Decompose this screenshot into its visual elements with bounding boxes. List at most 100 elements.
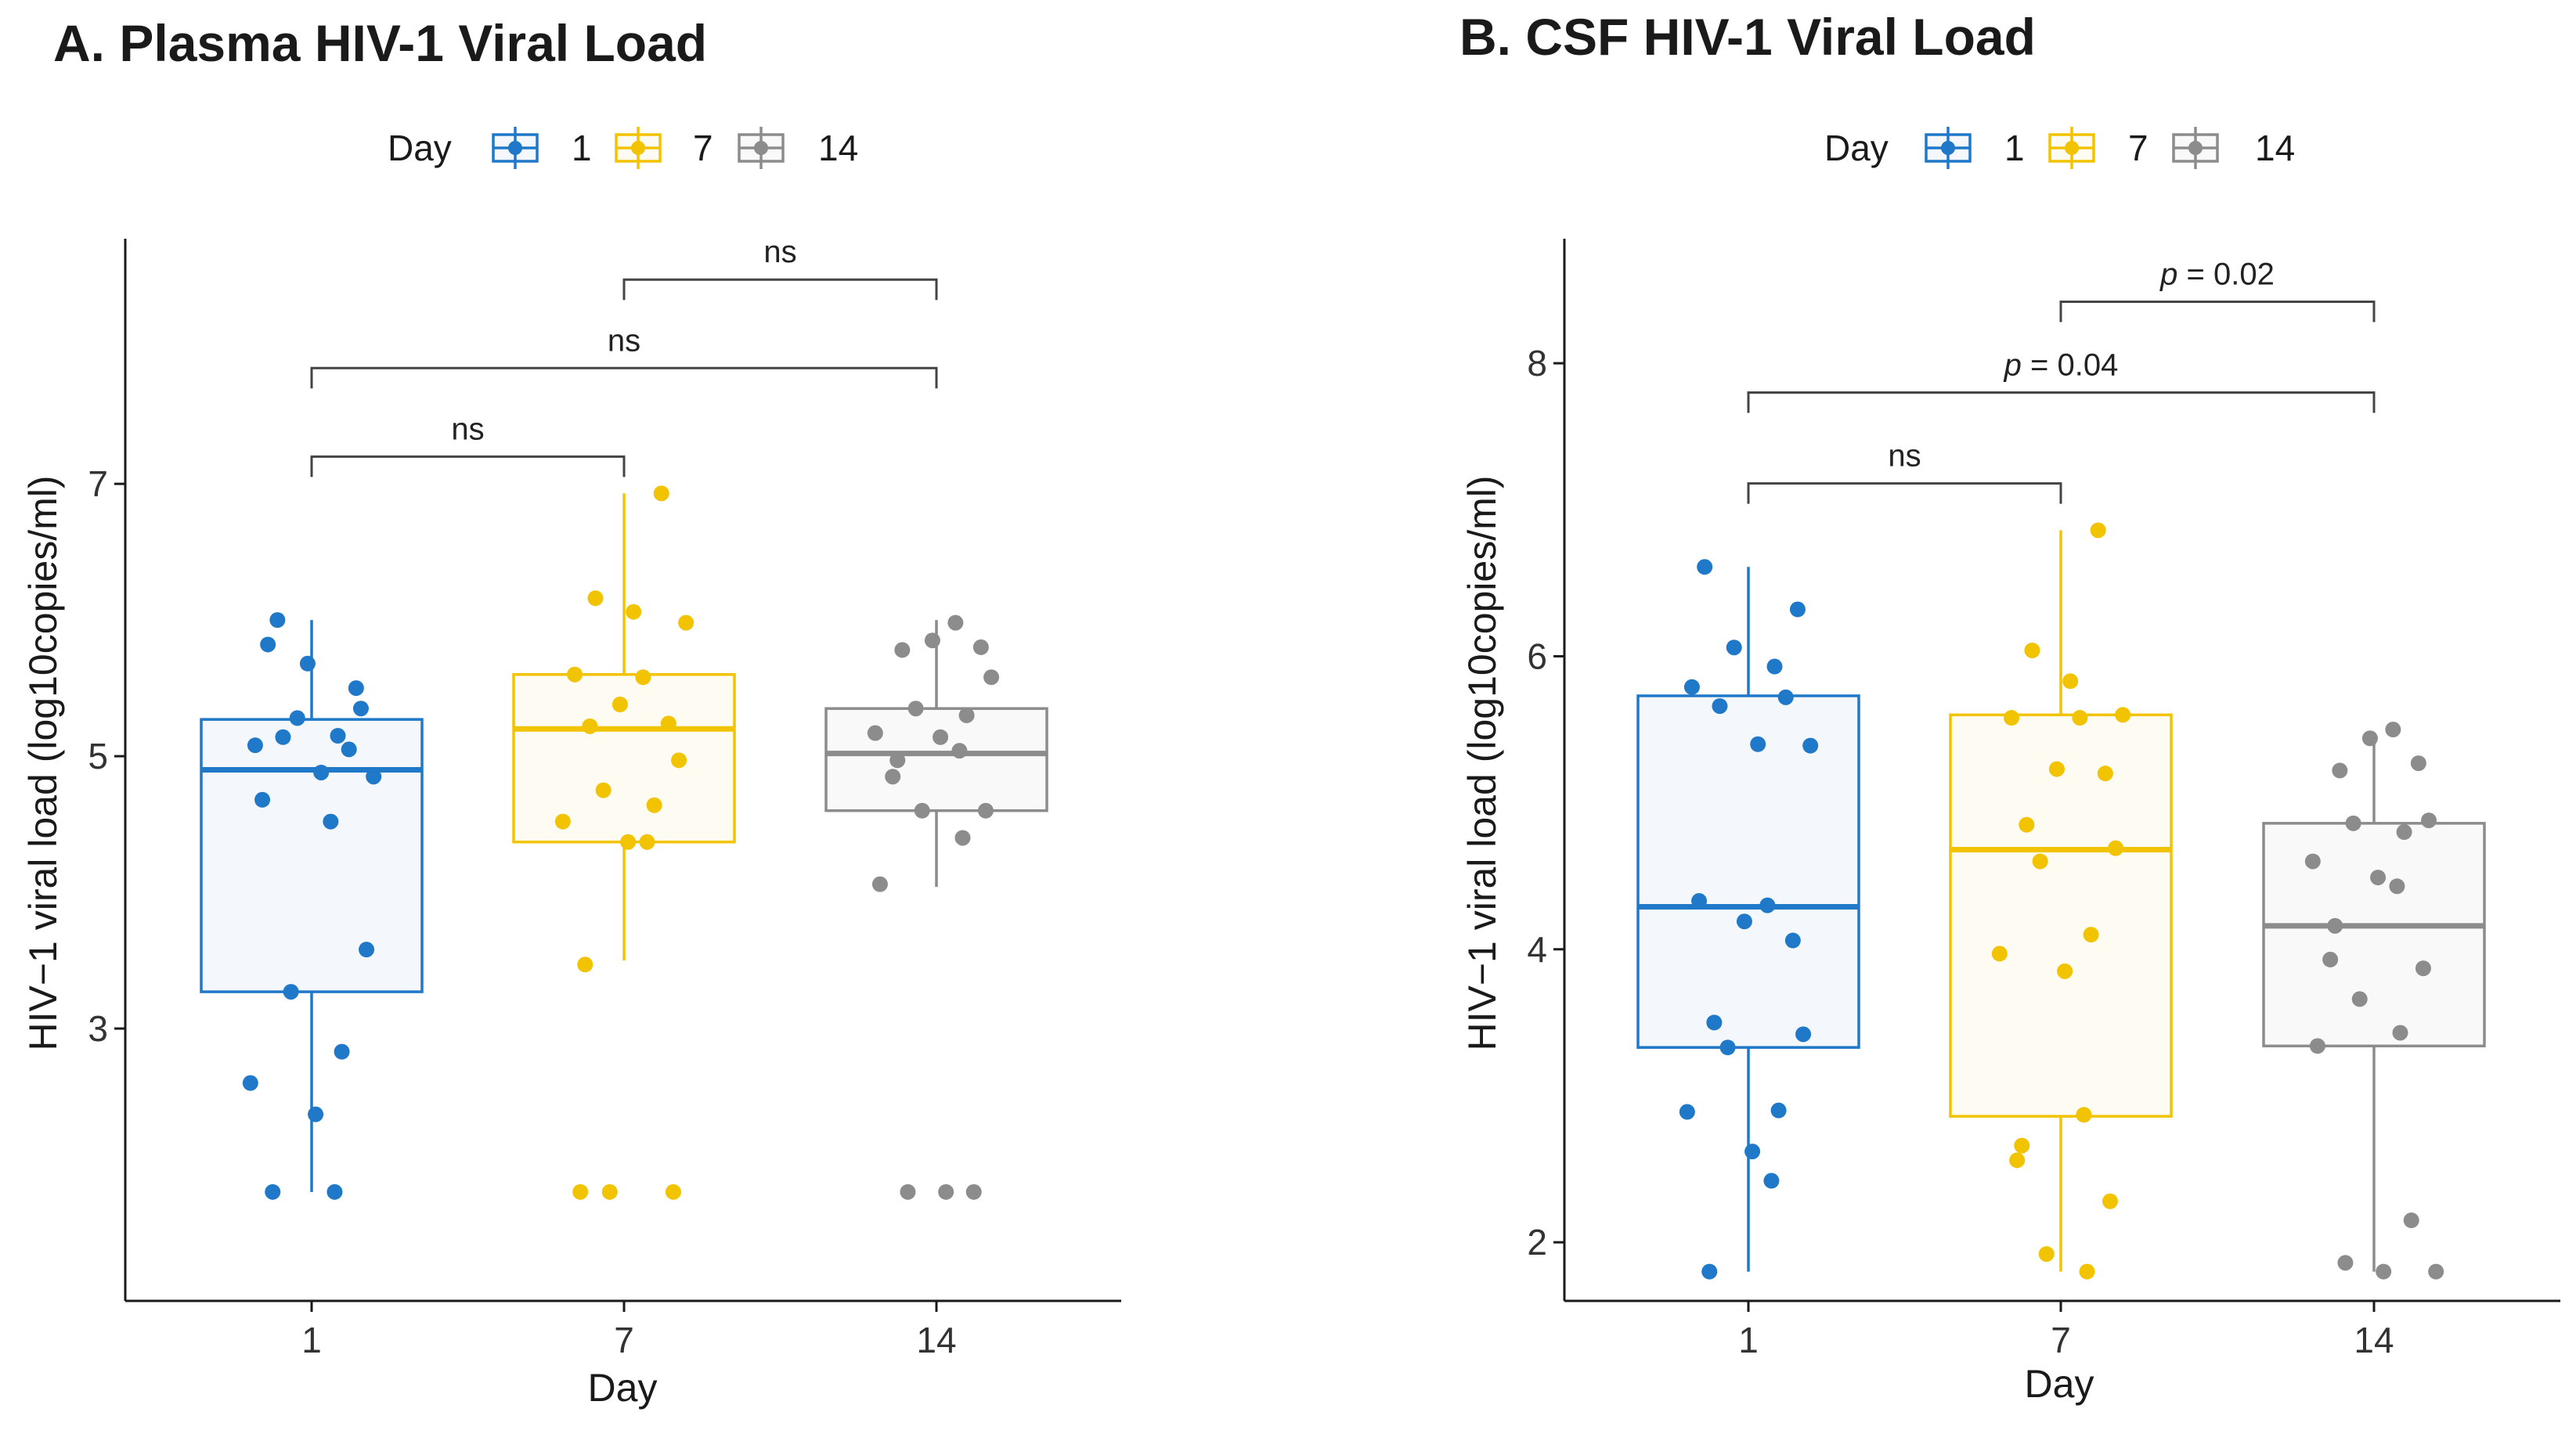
data-point [2415,960,2431,977]
significance-label: ns [608,323,640,358]
panel-plasma: A. Plasma HIV-1 Viral Load Day 1 7 14 HI… [21,14,1121,1410]
data-point [2079,1263,2095,1280]
data-point [1706,1014,1723,1031]
data-point [678,614,695,631]
y-axis-title: HIV−1 viral load (log10copies/ml) [1460,475,1504,1050]
data-point [1701,1263,1718,1280]
data-point [626,603,642,620]
data-point [1719,1039,1736,1056]
legend-label-day-7: 7 [693,128,713,168]
data-point [977,802,994,819]
data-point [299,655,316,672]
legend-label-day-14: 14 [818,128,858,168]
significance-label: p = 0.02 [2159,257,2275,291]
significance-label: ns [763,235,796,269]
significance-bracket: ns [310,323,938,389]
data-point [1750,736,1766,752]
plot-area: 2 4 6 8 1 7 14 ns p = 0.04 p = 0.02 [1527,239,2560,1360]
x-axis-title: Day [588,1366,658,1410]
data-point [567,666,583,683]
box-day-14 [2262,722,2486,1280]
data-point [914,802,930,819]
data-point [1770,1102,1787,1119]
data-point [327,1183,343,1200]
data-point [938,1183,954,1200]
data-point [2322,951,2339,967]
data-point [639,834,655,850]
data-point [2421,812,2437,829]
data-point [2370,870,2387,886]
legend-key-point [2065,141,2079,155]
legend-label-day-1: 1 [2004,128,2025,168]
data-point [308,1106,324,1122]
data-point [671,752,687,769]
data-point [1784,932,1801,949]
data-point [2009,1152,2026,1169]
legend-key-point [1941,141,1955,155]
data-point [2057,963,2073,979]
legend-title: Day [1824,128,1889,168]
data-point [1683,679,1700,695]
data-point [289,710,305,726]
data-point [1759,897,1776,913]
significance-label: ns [1888,439,1921,474]
data-point [330,728,346,744]
data-point [577,956,593,973]
data-point [1691,893,1708,910]
data-point [612,696,628,712]
data-point [1712,698,1728,715]
panel-title: A. Plasma HIV-1 Viral Load [53,14,707,72]
data-point [352,701,369,717]
significance-bracket: ns [622,235,938,301]
bracket-line [2059,300,2376,322]
legend-key-point [631,141,645,155]
x-tick-label: 14 [916,1320,956,1360]
data-point [1679,1104,1695,1120]
data-point [283,984,299,1000]
data-point [1736,913,1752,930]
significance-bracket: p = 0.04 [1747,348,2376,413]
x-tick-label: 7 [614,1320,634,1360]
legend-key-point [2188,141,2203,155]
data-point [2108,840,2124,856]
data-point [2038,1246,2055,1263]
box-day-14 [824,614,1048,1200]
data-point [2428,1263,2444,1280]
data-point [965,1183,982,1200]
x-tick-label: 7 [2051,1320,2071,1360]
legend-label-day-1: 1 [572,128,592,168]
box-iqr [824,707,1048,812]
data-point [2410,755,2426,772]
data-point [660,715,676,732]
data-point [2361,730,2378,747]
data-point [1777,689,1794,705]
data-point [2396,824,2412,841]
data-point [1726,639,1742,656]
data-point [2032,853,2048,870]
data-point [894,642,911,658]
data-point [2327,917,2343,934]
data-point [983,669,1000,686]
data-point [260,636,276,653]
box-iqr [1949,713,2173,1118]
data-point [1766,658,1783,675]
data-point [2385,722,2401,738]
x-tick-label: 1 [301,1320,322,1360]
data-point [348,680,364,697]
data-point [247,737,263,754]
data-point [2351,991,2368,1007]
data-point [947,614,964,631]
panel-title: B. CSF HIV-1 Viral Load [1459,8,2036,66]
plot-area: 3 5 7 1 7 14 ns ns ns [88,235,1121,1360]
box-day-7 [1949,522,2173,1280]
legend-key-day-14 [738,127,785,169]
data-point [867,725,883,741]
data-point [2090,522,2106,539]
y-tick-label: 4 [1527,929,1547,970]
data-point [2062,673,2079,690]
significance-bracket: p = 0.02 [2059,257,2376,322]
data-point [1744,1144,1761,1160]
data-point [313,764,330,780]
legend: Day 1 7 14 [388,127,858,169]
